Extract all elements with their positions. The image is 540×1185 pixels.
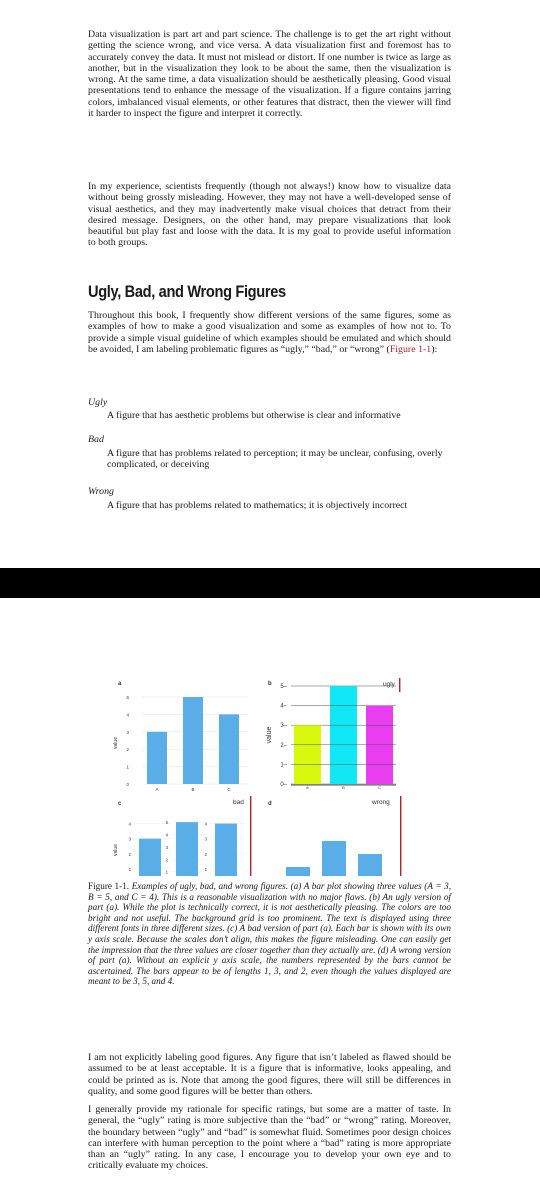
y-tick-label: 1 [126, 765, 129, 770]
bad-flag: bad [233, 799, 244, 806]
section-heading: Ugly, Bad, and Wrong Figures [88, 282, 286, 301]
bar-A [286, 867, 310, 876]
y-tick-label: 5 [166, 820, 169, 825]
bar-C [219, 714, 239, 784]
y-tick-label: 0 [126, 782, 129, 787]
flag-bar-wrong [400, 796, 402, 876]
y-tick-label: 3 [129, 837, 132, 842]
caption-label: Figure 1-1. [88, 881, 130, 891]
y-tick-label: 4 [166, 833, 169, 838]
bar-B [183, 697, 203, 784]
y-tick-label: 3– [280, 723, 287, 729]
y-tick-label: 2 [129, 852, 132, 857]
bar-B [176, 822, 198, 876]
labeling-paragraph: Throughout this book, I frequently show … [88, 310, 451, 355]
y-tick-label: 0– [280, 782, 287, 788]
definition-ugly: A figure that has aesthetic problems but… [107, 410, 401, 421]
book-page-bottom: a 0 1 2 3 4 5 value A B C b ugly 0– 1– 2– 3– 4– 5– value A B… [0, 598, 540, 1185]
figure-caption: Figure 1-1. Examples of ugly, bad, and w… [88, 881, 451, 987]
panel-a-chart: a 0 1 2 3 4 5 value A B C [113, 681, 248, 792]
y-tick-label: 1 [129, 867, 132, 872]
term-ugly: Ugly [88, 397, 108, 408]
caption-text: Examples of ugly, bad, and wrong figures… [88, 881, 452, 987]
y-tick-label: 4 [126, 712, 129, 717]
panel-d-chart: dwrongABC [268, 796, 402, 876]
definition-wrong: A figure that has problems related to ma… [107, 500, 408, 511]
panel-label-d: d [268, 801, 272, 807]
experience-paragraph: In my experience, scientists frequently … [88, 181, 451, 249]
figure-1-1: a 0 1 2 3 4 5 value A B C b ugly 0– 1– 2– 3– 4– 5– value A B… [113, 678, 402, 876]
y-tick-label: 5– [280, 684, 287, 690]
bar-A [139, 838, 161, 876]
intro-paragraph: Data visualization is part art and part … [88, 29, 451, 120]
good-figures-paragraph: I am not explicitly labeling good figure… [88, 1052, 451, 1097]
y-tick-label: 1 [166, 870, 169, 875]
y-tick-label: 2 [205, 852, 208, 857]
labeling-text-end: ): [431, 343, 438, 355]
y-axis-label: value [113, 844, 119, 856]
labeling-text: Throughout this book, I frequently show … [88, 310, 451, 355]
y-axis-label: value [113, 737, 119, 749]
flag-bar-bad [250, 796, 252, 876]
figure-reference-link[interactable]: Figure 1-1 [389, 343, 432, 355]
x-tick-label: C [227, 787, 231, 792]
y-tick-label: 3 [166, 845, 169, 850]
x-tick-label: B [191, 787, 194, 792]
panel-label-a: a [118, 681, 122, 687]
y-axis-label: value [266, 727, 273, 744]
bar-C [215, 823, 237, 876]
ugly-flag: ugly [383, 681, 396, 688]
bar-C [358, 854, 382, 876]
y-tick-label: 5 [126, 695, 129, 700]
y-tick-label: 4 [205, 822, 208, 827]
panel-c-chart: cbadvalue01234A012345B01234C [113, 796, 252, 876]
bar-B [322, 841, 346, 876]
term-bad: Bad [88, 434, 104, 445]
rationale-paragraph: I generally provide my rationale for spe… [88, 1104, 451, 1172]
x-tick-label: A [155, 787, 158, 792]
wrong-flag: wrong [371, 799, 390, 806]
y-tick-label: 2 [166, 857, 169, 862]
book-page-top: Data visualization is part art and part … [0, 0, 540, 568]
definition-bad: A figure that has problems related to pe… [107, 448, 443, 471]
y-tick-label: 4– [280, 704, 287, 710]
y-tick-label: 3 [126, 730, 129, 735]
panel-label-b: b [268, 681, 272, 687]
x-tick-label: A [306, 785, 309, 790]
panel-label-c: c [118, 801, 122, 807]
bar-B [330, 686, 357, 784]
x-tick-label: C [378, 785, 381, 790]
y-tick-label: 2– [280, 743, 287, 749]
y-tick-label: 3 [205, 837, 208, 842]
y-tick-label: 4 [129, 822, 132, 827]
bar-A [147, 731, 167, 784]
term-wrong: Wrong [88, 486, 114, 497]
y-tick-label: 1– [280, 762, 287, 768]
y-tick-label: 2 [126, 747, 129, 752]
flag-bar-ugly [399, 678, 401, 692]
x-tick-label: B [342, 785, 345, 790]
bar-A [294, 725, 321, 784]
y-tick-label: 1 [205, 867, 208, 872]
panel-b-chart: b ugly 0– 1– 2– 3– 4– 5– value A B C [266, 678, 401, 790]
